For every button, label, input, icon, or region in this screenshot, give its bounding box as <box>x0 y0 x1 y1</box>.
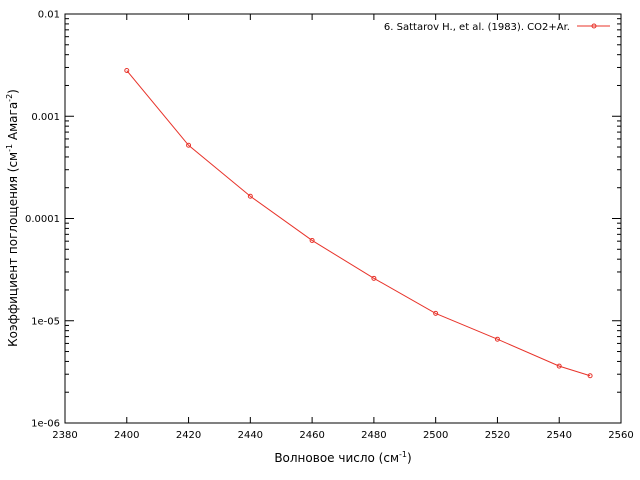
x-axis: 2380 2400 2420 2440 2460 2480 2500 2520 2540 2560 <box>52 14 634 441</box>
y-axis-title-sup-2: -2 <box>5 94 14 102</box>
plot-area-frame <box>64 13 622 424</box>
x-tick-label: 2480 <box>361 430 386 441</box>
x-tick-label: 2500 <box>423 430 448 441</box>
data-point <box>371 275 377 281</box>
y-tick-label: 1e-05 <box>31 316 60 327</box>
x-tick-label: 2420 <box>176 430 201 441</box>
y-axis: 1e-06 1e-05 0.0001 0.001 0.01 <box>25 10 621 430</box>
series-line-1 <box>126 70 591 377</box>
legend: 6. Sattarov H., et al. (1983). CO2+Ar. <box>384 22 610 33</box>
data-point <box>556 363 562 369</box>
data-point <box>309 237 315 243</box>
x-tick-label: 2440 <box>238 430 263 441</box>
legend-label-series-1: 6. Sattarov H., et al. (1983). CO2+Ar. <box>384 22 570 33</box>
x-tick-label: 2380 <box>52 430 77 441</box>
data-point <box>186 142 192 148</box>
series-layer <box>124 68 593 379</box>
data-point <box>433 310 439 316</box>
data-point <box>247 193 253 199</box>
x-tick-label: 2520 <box>485 430 510 441</box>
x-axis-title-sup: -1 <box>399 450 407 459</box>
x-tick-label: 2560 <box>608 430 633 441</box>
data-point <box>124 68 130 74</box>
data-point <box>587 373 593 379</box>
x-tick-label: 2540 <box>546 430 571 441</box>
y-axis-title: Коэффициент поглощения (см-1 Амага-2) <box>5 89 20 347</box>
y-tick-label: 0.0001 <box>25 214 60 225</box>
x-tick-label: 2400 <box>114 430 139 441</box>
data-point <box>494 336 500 342</box>
y-axis-title-sup-1: -1 <box>5 144 14 152</box>
x-tick-label: 2460 <box>299 430 324 441</box>
y-tick-label: 1e-06 <box>31 419 60 430</box>
y-tick-label: 0.01 <box>38 10 60 21</box>
x-axis-title: Волновое число (см-1) <box>274 450 411 465</box>
y-tick-label: 0.001 <box>31 112 60 123</box>
legend-marker-series-1 <box>591 23 597 29</box>
